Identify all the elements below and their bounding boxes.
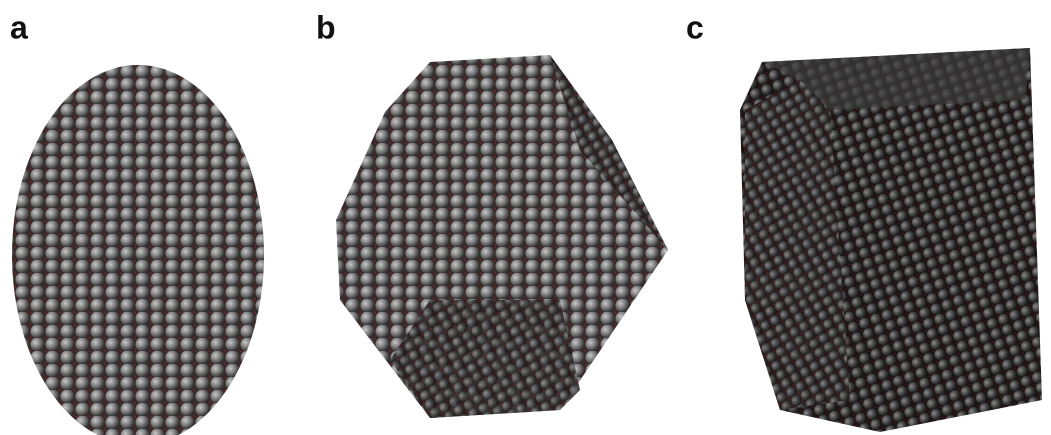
facet-dark — [550, 55, 668, 250]
facet-side — [745, 80, 850, 410]
panel-a: a — [10, 9, 264, 435]
panel-label: c — [686, 9, 704, 45]
panel-label: a — [10, 9, 28, 45]
panel-b: b — [316, 9, 668, 418]
nanoparticle-ellipsoid — [12, 65, 264, 435]
facet-top — [762, 48, 1030, 110]
panel-label: b — [316, 9, 336, 45]
panel-c: c — [686, 9, 1042, 432]
facet-dark — [390, 300, 580, 418]
